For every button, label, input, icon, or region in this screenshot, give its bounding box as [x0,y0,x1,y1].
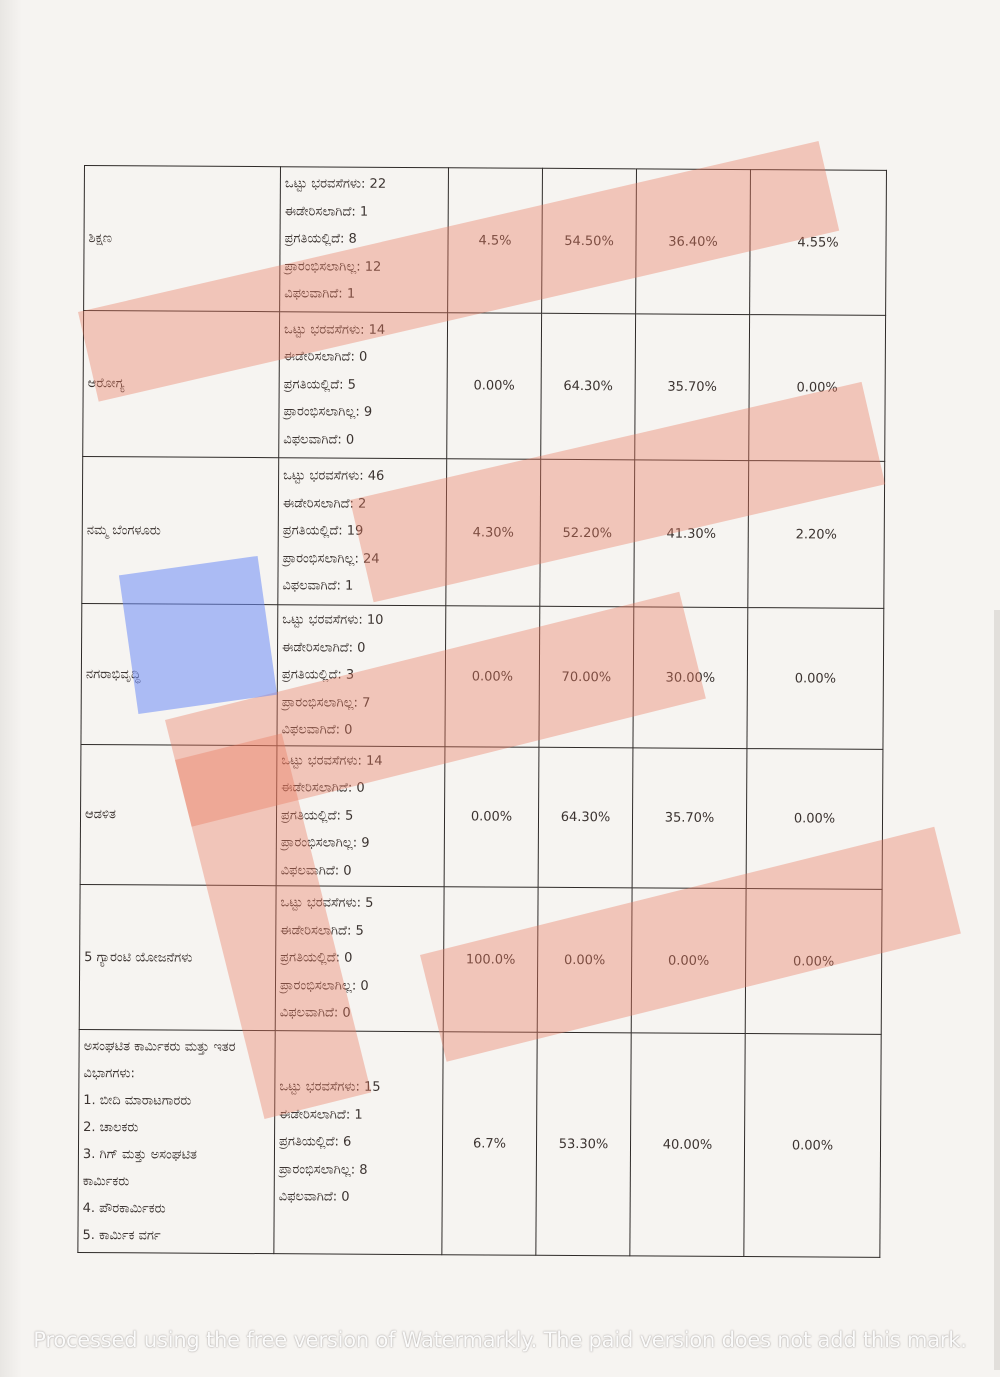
department-line: 1. ಬೀದಿ ಮಾರಾಟಗಾರರು [83,1093,192,1109]
in-progress-percent-cell: 53.30% [535,1032,632,1256]
fulfilled-percent-cell: 0.00% [444,746,539,888]
department-line: ವಿಭಾಗಗಳು: [83,1066,135,1082]
promise-count-line: ಈಡೇರಿಸಲಾಗಿದೆ: 1 [284,203,369,220]
department-line: ಅಸಂಘಟಿತ ಕಾರ್ಮಿಕರು ಮತ್ತು ಇತರ [83,1039,236,1055]
promise-count-line: ಪ್ರಗತಿಯಲ್ಲಿದೆ: 6 [278,1134,352,1150]
department-line: ಶಿಕ್ಷಣ [88,230,112,246]
failed-percent-cell: 0.00% [743,1033,882,1258]
promise-count-line: ಪ್ರಾರಂಭಿಸಲಾಗಿಲ್ಲ: 8 [278,1161,368,1178]
department-line: ನಮ್ಮ ಬೆಂಗಳೂರು [86,522,161,538]
page-right-shadow [994,610,1000,1370]
table-row: ಅಸಂಘಟಿತ ಕಾರ್ಮಿಕರು ಮತ್ತು ಇತರ ವಿಭಾಗಗಳು: 1. ಬ… [77,1029,882,1258]
fulfilled-percent-cell: 0.00% [446,312,542,460]
department-line: 5. ಕಾರ್ಮಿಕ ವರ್ಗ [82,1228,161,1244]
department-line: 2. ಚಾಲಕರು [83,1120,139,1136]
watermark-blue-square [118,555,278,715]
department-line: 3. ಗಿಗ್ ಮತ್ತು ಅಸಂಘಟಿತ [82,1147,198,1163]
promise-count-line: ಪ್ರಾರಂಭಿಸಲಾಗಿಲ್ಲ: 9 [283,404,373,421]
promise-count-line: ಒಟ್ಟು ಭರವಸೆಗಳು: 10 [282,612,384,629]
department-line: 4. ಪೌರಕಾರ್ಮಿಕರು [82,1201,166,1217]
not-started-percent-cell: 40.00% [629,1032,746,1257]
failed-percent-cell: 0.00% [746,607,884,750]
not-started-percent-cell: 35.70% [632,747,747,889]
department-line: ಕಾರ್ಮಿಕರು [82,1174,130,1190]
promise-count-line: ಒಟ್ಟು ಭರವಸೆಗಳು: 22 [284,176,387,193]
in-progress-percent-cell: 64.30% [538,747,633,888]
watermark-footer-text: Processed using the free version of Wate… [33,1328,967,1352]
promise-count-line: ಪ್ರಗತಿಯಲ್ಲಿದೆ: 5 [283,376,356,393]
page-left-shadow [0,0,22,1377]
department-cell: ಅಸಂಘಟಿತ ಕಾರ್ಮಿಕರು ಮತ್ತು ಇತರ ವಿಭಾಗಗಳು: 1. ಬ… [77,1029,276,1254]
promise-count-line: ವಿಫಲವಾಗಿದೆ: 0 [278,1189,350,1205]
fulfilled-percent-cell: 6.7% [441,1031,538,1256]
promise-count-line: ವಿಫಲವಾಗಿದೆ: 0 [283,431,355,448]
